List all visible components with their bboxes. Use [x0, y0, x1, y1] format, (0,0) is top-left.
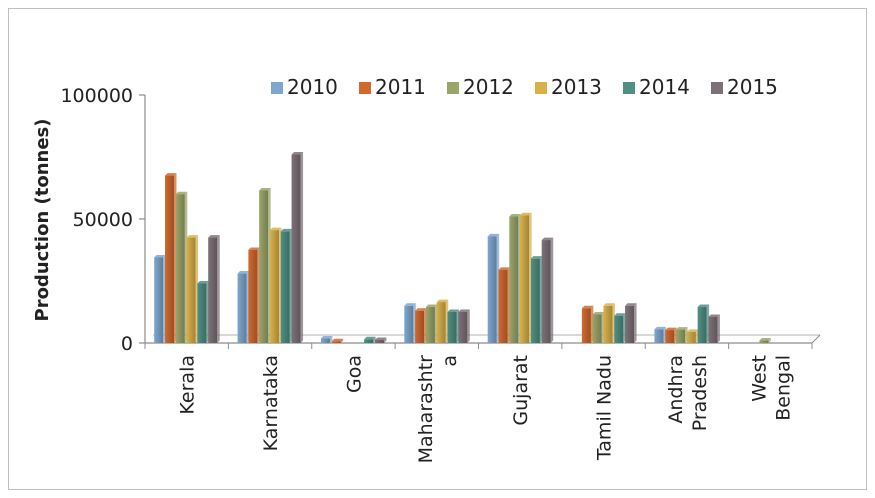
bar-2013: [603, 303, 615, 343]
bar-2010: [404, 303, 416, 343]
x-category-label: Gujarat: [510, 355, 532, 426]
bar-2012: [676, 327, 688, 343]
bar-2015: [541, 237, 554, 343]
bar-2014: [614, 313, 626, 343]
y-tick-label: 100000: [60, 85, 133, 107]
bar-2014: [280, 228, 293, 343]
legend-item-2011: 2011: [359, 75, 426, 99]
x-category-label: Andhra Pradesh: [665, 355, 711, 431]
y-tick-label: 50000: [73, 209, 133, 231]
bar-2015: [208, 235, 220, 343]
bar-2010: [320, 336, 333, 343]
x-category-label: Kerala: [177, 355, 199, 415]
bar-2012: [175, 191, 188, 343]
bar-2012: [592, 311, 605, 343]
legend-swatch: [711, 82, 723, 94]
bar-2010: [654, 326, 666, 343]
bar-2010: [237, 271, 250, 343]
bar-2011: [498, 267, 510, 343]
bar-2010: [154, 254, 166, 343]
legend-label: 2014: [639, 75, 690, 99]
bar-2011: [331, 338, 344, 343]
labels: 0 50000 100000 Production (tonnes) Kerala Kar…: [32, 85, 794, 463]
bar-2015: [291, 152, 304, 343]
bar-2011: [248, 247, 260, 343]
bar-2012: [259, 187, 271, 343]
legend-item-2015: 2015: [711, 75, 778, 99]
bar-2014: [530, 256, 543, 343]
legend-item-2012: 2012: [447, 75, 514, 99]
bar-2013: [269, 227, 282, 343]
legend-swatch: [271, 82, 283, 94]
chart-frame: [8, 8, 867, 490]
bar-2012: [425, 304, 438, 343]
bar-2015: [458, 309, 470, 343]
x-category-label: Karnataka: [260, 355, 282, 451]
y-axis-title: Production (tonnes): [32, 118, 53, 321]
bars: [154, 152, 771, 343]
x-category-label: Tamil Nadu: [594, 355, 616, 461]
bar-2011: [581, 305, 594, 343]
x-category-label: West Bengal: [748, 355, 794, 421]
bar-2015: [625, 303, 637, 343]
x-category-label: Goa: [343, 355, 365, 393]
bar-2012: [509, 214, 521, 343]
y-tick-label: 0: [121, 333, 133, 355]
bar-2014: [364, 336, 376, 343]
bar-2012: [759, 338, 771, 343]
bar-2014: [697, 304, 710, 343]
bar-2014: [447, 309, 460, 343]
bar-2014: [197, 280, 209, 343]
legend-swatch: [447, 82, 459, 94]
legend-label: 2012: [463, 75, 514, 99]
bar-2011: [415, 308, 427, 343]
legend-label: 2011: [375, 75, 426, 99]
floor-side-line: [811, 334, 821, 344]
bar-2013: [186, 235, 199, 343]
bar-2015: [708, 314, 720, 343]
bar-2011: [164, 173, 177, 343]
x-category-label: Maharashtr a: [415, 355, 461, 464]
bar-2010: [487, 233, 500, 343]
bar-2013: [520, 212, 532, 343]
legend-swatch: [535, 82, 547, 94]
legend: 2010 2011 2012 2013 2014 2015: [271, 75, 778, 99]
legend-label: 2013: [551, 75, 602, 99]
legend-label: 2015: [727, 75, 778, 99]
legend-label: 2010: [287, 75, 338, 99]
legend-swatch: [623, 82, 635, 94]
legend-item-2010: 2010: [271, 75, 338, 99]
bar-2013: [686, 329, 699, 343]
legend-swatch: [359, 82, 371, 94]
bar-2015: [374, 337, 387, 343]
bar-2011: [665, 327, 677, 343]
legend-item-2013: 2013: [535, 75, 602, 99]
legend-item-2014: 2014: [623, 75, 690, 99]
bar-2013: [436, 299, 449, 343]
